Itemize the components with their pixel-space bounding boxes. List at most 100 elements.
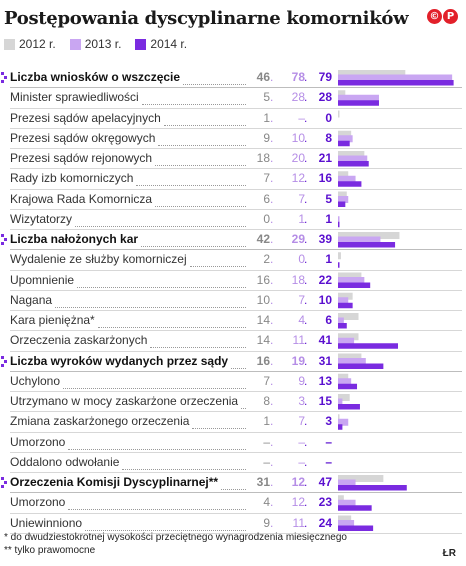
footnote-1: * do dwudziestokrotnej wysokości przecię… <box>4 532 347 543</box>
chart-legend: 2012 r. 2013 r. 2014 r. <box>4 37 187 51</box>
row-label: Umorzono <box>10 495 66 510</box>
value-label-2014: 28 <box>318 90 332 105</box>
row-label: Nagana <box>10 292 53 307</box>
row-label: Uniewinniono <box>10 515 83 530</box>
bar-2014 <box>338 262 340 268</box>
data-row: Umorzono 4 12 23.. <box>0 493 466 514</box>
value-label-2013: 20 <box>291 151 305 165</box>
bar-2012 <box>338 353 362 361</box>
bar-2013 <box>338 418 349 426</box>
value-separator: . <box>304 90 308 105</box>
value-label-2013: 0 <box>298 252 305 267</box>
row-divider <box>10 87 462 89</box>
row-label: Prezesi sądów apelacyjnych <box>10 110 161 125</box>
value-label-2014: 16 <box>318 171 332 186</box>
value-separator: . <box>304 70 308 84</box>
data-row: Zmiana zaskarżonego orzeczenia 1 7 3.. <box>0 412 466 433</box>
value-separator: . <box>304 292 308 307</box>
value-label-2014: 6 <box>325 313 332 327</box>
row-label: Zmiana zaskarżonego orzeczenia <box>10 414 190 429</box>
leader-dots <box>190 266 246 268</box>
value-separator: . <box>270 171 274 186</box>
bar-2012 <box>338 475 384 482</box>
bar-2012 <box>338 515 352 523</box>
value-separator: . <box>304 454 308 469</box>
row-label: Krajowa Rada Komornicza <box>10 191 153 206</box>
data-row: Uniewinniono 9 11 24.. <box>0 514 466 534</box>
row-divider <box>10 512 462 514</box>
value-separator: . <box>304 272 308 287</box>
value-separator: . <box>270 434 274 449</box>
row-divider <box>10 208 462 210</box>
row-divider <box>10 451 462 453</box>
value-label-2013: 29 <box>291 232 305 246</box>
value-label-2013: 19 <box>291 353 305 368</box>
row-label: Uchylono <box>10 373 61 388</box>
bar-2013 <box>338 398 343 406</box>
section-header-row: Liczba wyroków wydanych przez sądy 16 19 31… <box>0 352 466 372</box>
value-label-2012: 4 <box>263 495 270 510</box>
bar-2014 <box>338 404 360 410</box>
value-label-2012: 10 <box>256 292 270 307</box>
value-label-2012: 14 <box>256 333 270 348</box>
value-separator: . <box>270 110 274 125</box>
logo-p-icon: P <box>443 9 458 24</box>
section-header-row: Liczba nałożonych kar 42 29 39.. <box>0 230 466 251</box>
value-separator: . <box>304 151 308 165</box>
bar-2012 <box>338 292 353 300</box>
value-label-2012: 18 <box>256 151 270 165</box>
value-label-2013: 18 <box>291 272 305 287</box>
row-divider <box>10 148 462 149</box>
leader-dots <box>68 448 246 450</box>
value-label-2014: 1 <box>325 211 332 226</box>
bar-2013 <box>338 479 356 487</box>
value-label-2012: 9 <box>263 130 270 145</box>
leader-dots <box>231 367 246 369</box>
bar-2013 <box>338 94 379 102</box>
data-row: Nagana 10 7 10.. <box>0 291 466 311</box>
data-row: Orzeczenia zaskarżonych 14 11 41.. <box>0 331 466 352</box>
legend-label-2012: 2012 r. <box>19 37 56 51</box>
row-divider <box>10 391 462 392</box>
bar-2012 <box>338 171 349 179</box>
value-label-2014: 15 <box>318 394 332 408</box>
leader-dots <box>141 246 246 247</box>
value-label-2014: 21 <box>318 151 332 165</box>
bar-2012 <box>338 252 341 260</box>
value-label-2013: 28 <box>291 90 305 105</box>
value-label-2014: 22 <box>318 272 332 287</box>
value-separator: . <box>270 515 274 530</box>
bar-2013 <box>338 378 352 386</box>
value-label-2014: 31 <box>318 353 332 368</box>
value-label-2013: 11 <box>292 515 305 530</box>
row-divider <box>10 431 462 433</box>
row-divider <box>10 229 462 230</box>
row-divider <box>10 350 462 352</box>
value-separator: . <box>304 475 308 489</box>
bar-2012 <box>338 90 346 98</box>
bar-2012 <box>338 414 340 422</box>
leader-dots <box>55 306 246 308</box>
value-separator: . <box>270 475 274 489</box>
row-divider <box>10 370 462 372</box>
leader-dots <box>77 286 246 288</box>
value-label-2013: 12 <box>291 495 305 510</box>
value-separator: . <box>270 211 274 226</box>
bar-2013 <box>338 155 368 163</box>
value-label-2012: – <box>263 454 270 469</box>
value-label-2013: – <box>298 434 305 449</box>
value-label-2013: 3 <box>298 394 305 408</box>
row-label: Liczba wyroków wydanych przez sądy <box>10 353 229 368</box>
value-separator: . <box>270 232 274 246</box>
bar-2013 <box>338 196 349 203</box>
value-separator: . <box>304 333 308 348</box>
row-label: Upomnienie <box>10 272 75 287</box>
value-label-2013: – <box>298 110 305 125</box>
leader-dots <box>122 468 246 470</box>
value-label-2013: 12 <box>291 171 305 186</box>
value-separator: . <box>270 292 274 307</box>
value-label-2012: – <box>263 434 270 449</box>
bullet-icon <box>1 355 7 367</box>
bar-2014 <box>338 485 407 491</box>
value-label-2012: 42 <box>256 232 270 246</box>
